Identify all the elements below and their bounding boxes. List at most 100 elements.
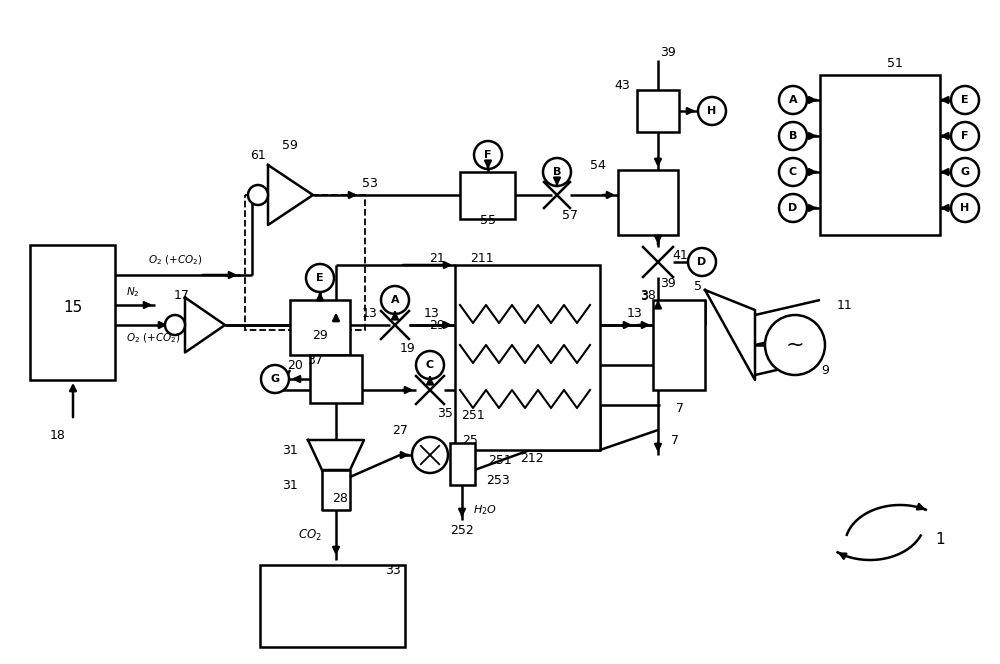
Text: F: F	[961, 131, 969, 141]
Text: 7: 7	[676, 402, 684, 414]
Text: 29: 29	[429, 319, 445, 331]
Text: 39: 39	[660, 46, 676, 58]
Text: 253: 253	[486, 473, 510, 487]
Circle shape	[306, 264, 334, 292]
Circle shape	[951, 194, 979, 222]
Polygon shape	[268, 165, 313, 225]
Text: H: H	[960, 203, 970, 213]
Circle shape	[779, 194, 807, 222]
Text: G: G	[270, 374, 280, 384]
Circle shape	[688, 248, 716, 276]
Circle shape	[951, 158, 979, 186]
Bar	[653, 300, 705, 390]
Polygon shape	[185, 297, 225, 353]
Circle shape	[698, 97, 726, 125]
Text: 33: 33	[385, 564, 401, 576]
Circle shape	[261, 365, 289, 393]
Bar	[450, 443, 475, 485]
Text: 19: 19	[400, 341, 416, 355]
Text: 251: 251	[488, 454, 512, 467]
Circle shape	[765, 315, 825, 375]
Text: 55: 55	[480, 214, 496, 226]
Bar	[455, 265, 600, 450]
Text: 43: 43	[614, 78, 630, 92]
Bar	[30, 245, 115, 380]
Bar	[245, 195, 365, 330]
Circle shape	[543, 158, 571, 186]
Text: 15: 15	[63, 300, 82, 315]
Text: G: G	[960, 167, 970, 177]
Text: $H_2O$: $H_2O$	[473, 503, 497, 517]
Circle shape	[165, 315, 185, 335]
Text: 252: 252	[450, 523, 474, 537]
Bar	[310, 355, 362, 403]
Circle shape	[779, 158, 807, 186]
Text: 212: 212	[520, 452, 544, 465]
Circle shape	[248, 185, 268, 205]
Bar	[290, 300, 350, 355]
Text: 28: 28	[332, 491, 348, 505]
Circle shape	[474, 141, 502, 169]
Text: D: D	[697, 257, 707, 267]
Bar	[260, 565, 405, 647]
Text: 18: 18	[50, 428, 66, 442]
Text: 57: 57	[562, 208, 578, 222]
Bar	[637, 90, 679, 132]
Polygon shape	[705, 290, 755, 380]
Bar	[618, 170, 678, 235]
Text: ~: ~	[786, 335, 804, 355]
Text: $O_2$ (+$CO_2$): $O_2$ (+$CO_2$)	[126, 331, 180, 345]
Text: H: H	[707, 106, 717, 116]
Text: 211: 211	[470, 252, 494, 264]
Text: 21: 21	[429, 252, 445, 264]
Text: E: E	[961, 95, 969, 105]
Circle shape	[951, 86, 979, 114]
Text: 31: 31	[282, 444, 298, 457]
Text: B: B	[553, 167, 561, 177]
Text: 25: 25	[462, 434, 478, 446]
Text: 31: 31	[282, 479, 298, 491]
Circle shape	[412, 437, 448, 473]
Text: 5: 5	[694, 280, 702, 293]
Text: 13: 13	[362, 307, 378, 319]
Text: B: B	[789, 131, 797, 141]
Text: 53: 53	[362, 177, 378, 189]
Text: 17: 17	[174, 288, 190, 301]
Text: 54: 54	[590, 159, 606, 171]
Text: E: E	[316, 273, 324, 283]
Polygon shape	[308, 440, 364, 470]
Text: 27: 27	[392, 424, 408, 436]
Text: 7: 7	[671, 434, 679, 446]
Text: 251: 251	[461, 408, 485, 422]
Text: 35: 35	[437, 406, 453, 420]
Text: 13: 13	[627, 307, 643, 319]
Circle shape	[416, 351, 444, 379]
Text: F: F	[484, 150, 492, 160]
Polygon shape	[322, 470, 350, 510]
Text: 39: 39	[660, 276, 676, 290]
Circle shape	[381, 286, 409, 314]
Text: 11: 11	[837, 299, 853, 311]
Text: 1: 1	[935, 533, 945, 548]
Text: 29: 29	[312, 329, 328, 341]
Text: 51: 51	[887, 56, 903, 70]
Bar	[820, 75, 940, 235]
Text: $O_2$ (+$CO_2$): $O_2$ (+$CO_2$)	[148, 253, 202, 267]
Text: 59: 59	[282, 139, 298, 151]
Text: 9: 9	[821, 363, 829, 376]
Text: 61: 61	[250, 149, 266, 161]
Text: D: D	[788, 203, 798, 213]
Text: 38: 38	[640, 288, 656, 301]
Circle shape	[951, 122, 979, 150]
Text: A: A	[391, 295, 399, 305]
Bar	[460, 172, 515, 219]
Text: C: C	[426, 360, 434, 370]
Text: $N_2$: $N_2$	[126, 285, 140, 299]
Text: $CO_2$: $CO_2$	[298, 527, 322, 542]
Text: 41: 41	[672, 248, 688, 262]
Circle shape	[779, 86, 807, 114]
Text: A: A	[789, 95, 797, 105]
Text: 20: 20	[287, 359, 303, 371]
Circle shape	[779, 122, 807, 150]
Text: C: C	[789, 167, 797, 177]
